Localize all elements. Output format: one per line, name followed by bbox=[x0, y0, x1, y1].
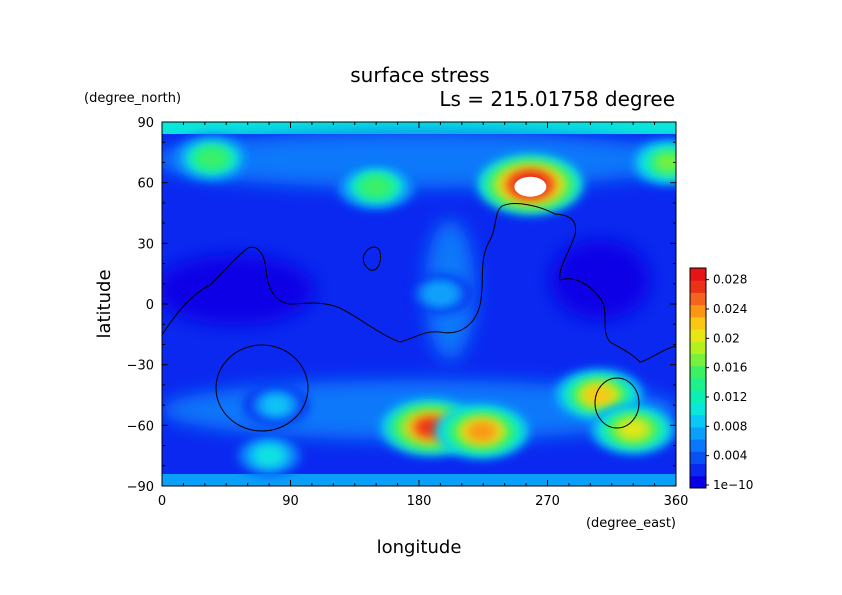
saturated-core bbox=[514, 176, 547, 197]
y-tick-label: 0 bbox=[146, 298, 154, 313]
colorbar-segment bbox=[690, 426, 706, 440]
argyre-contour bbox=[594, 377, 640, 429]
colorbar-tick-label: 0.016 bbox=[713, 361, 747, 375]
colorbar-segment bbox=[690, 378, 706, 391]
colorbar-segment bbox=[690, 390, 706, 403]
x-tick-label: 180 bbox=[407, 494, 432, 509]
hotspot bbox=[628, 139, 676, 186]
hotspot-level bbox=[583, 385, 615, 405]
y-tick-label: −30 bbox=[127, 359, 154, 374]
colorbar-segment bbox=[690, 292, 706, 306]
colorbar-segment bbox=[690, 329, 706, 342]
y-tick-label: −90 bbox=[127, 480, 154, 495]
hotspot-level bbox=[256, 447, 283, 465]
hotspot bbox=[477, 154, 584, 215]
x-tick-label: 270 bbox=[535, 494, 560, 509]
x-tick-label: 0 bbox=[158, 494, 166, 509]
hotspot-level bbox=[361, 177, 391, 197]
colorbar-tick-label: 0.004 bbox=[713, 449, 747, 463]
y-tick-label: 30 bbox=[137, 237, 154, 252]
colorbar-tick-label: 0.012 bbox=[713, 390, 747, 404]
colorbar-frame bbox=[689, 267, 707, 489]
colorbar-segment bbox=[690, 341, 706, 355]
plot-area bbox=[162, 122, 676, 486]
colorbar-tick-label: 0.02 bbox=[713, 331, 740, 345]
hotspot bbox=[236, 436, 303, 475]
colorbar-segment bbox=[690, 414, 706, 428]
colorbar-segment bbox=[690, 268, 706, 281]
topography-contours bbox=[162, 203, 676, 432]
hotspot-layer bbox=[172, 135, 676, 475]
y-tick-label: 60 bbox=[137, 177, 154, 192]
colorbar-tick-label: 0.024 bbox=[713, 302, 747, 316]
axes: 0 90 180 270 360 90 60 30 0 −30 −60 −90 bbox=[127, 116, 689, 509]
hotspot bbox=[590, 404, 676, 455]
x-tick-label: 90 bbox=[282, 494, 299, 509]
x-axis-label: longitude bbox=[377, 537, 462, 558]
colorbar-segment bbox=[690, 451, 706, 465]
colorbar-segment bbox=[690, 475, 706, 489]
colorbar-segment bbox=[690, 402, 706, 416]
hotspot-level bbox=[654, 153, 676, 172]
colorbar-segment bbox=[690, 463, 706, 477]
colorbar-segment bbox=[690, 365, 706, 379]
tharsis-lowlands bbox=[162, 255, 315, 325]
hotspot bbox=[409, 275, 472, 313]
colorbar-tick-label: 0.028 bbox=[713, 273, 747, 287]
colorbar-tick-label: 0.008 bbox=[713, 419, 747, 433]
hellas-contour bbox=[215, 344, 309, 432]
hotspot-level bbox=[263, 396, 290, 414]
y-tick-label: −60 bbox=[127, 419, 154, 434]
y-units-label: (degree_north) bbox=[84, 91, 181, 106]
hotspot-level bbox=[427, 285, 454, 303]
hotspot bbox=[172, 135, 251, 181]
hotspot bbox=[337, 164, 416, 210]
x-units-label: (degree_east) bbox=[586, 516, 676, 531]
hotspot-level bbox=[466, 421, 498, 442]
colorbar-segment bbox=[690, 353, 706, 367]
colorbar: 1e−10 0.004 0.008 0.012 0.016 0.02 0.024 0.028 bbox=[689, 267, 753, 492]
colorbar-segment bbox=[690, 439, 706, 452]
dichotomy-contour bbox=[162, 203, 676, 363]
small-north-contour bbox=[362, 246, 381, 271]
colorbar-segment bbox=[690, 280, 706, 293]
east-basin bbox=[550, 240, 650, 320]
colorbar-segment bbox=[690, 304, 706, 318]
hotspot-level bbox=[197, 149, 227, 168]
colorbar-tick-label: 1e−10 bbox=[713, 478, 753, 492]
x-tick-label: 360 bbox=[664, 494, 689, 509]
hotspot bbox=[244, 386, 309, 424]
hotspot-level bbox=[618, 419, 649, 440]
chart-subtitle: Ls = 215.01758 degree bbox=[439, 87, 675, 111]
hotspot bbox=[434, 404, 529, 459]
colorbar-segment bbox=[690, 316, 706, 330]
y-tick-label: 90 bbox=[137, 116, 154, 131]
y-axis-label: latitude bbox=[94, 269, 115, 338]
chart-title: surface stress bbox=[350, 63, 489, 87]
